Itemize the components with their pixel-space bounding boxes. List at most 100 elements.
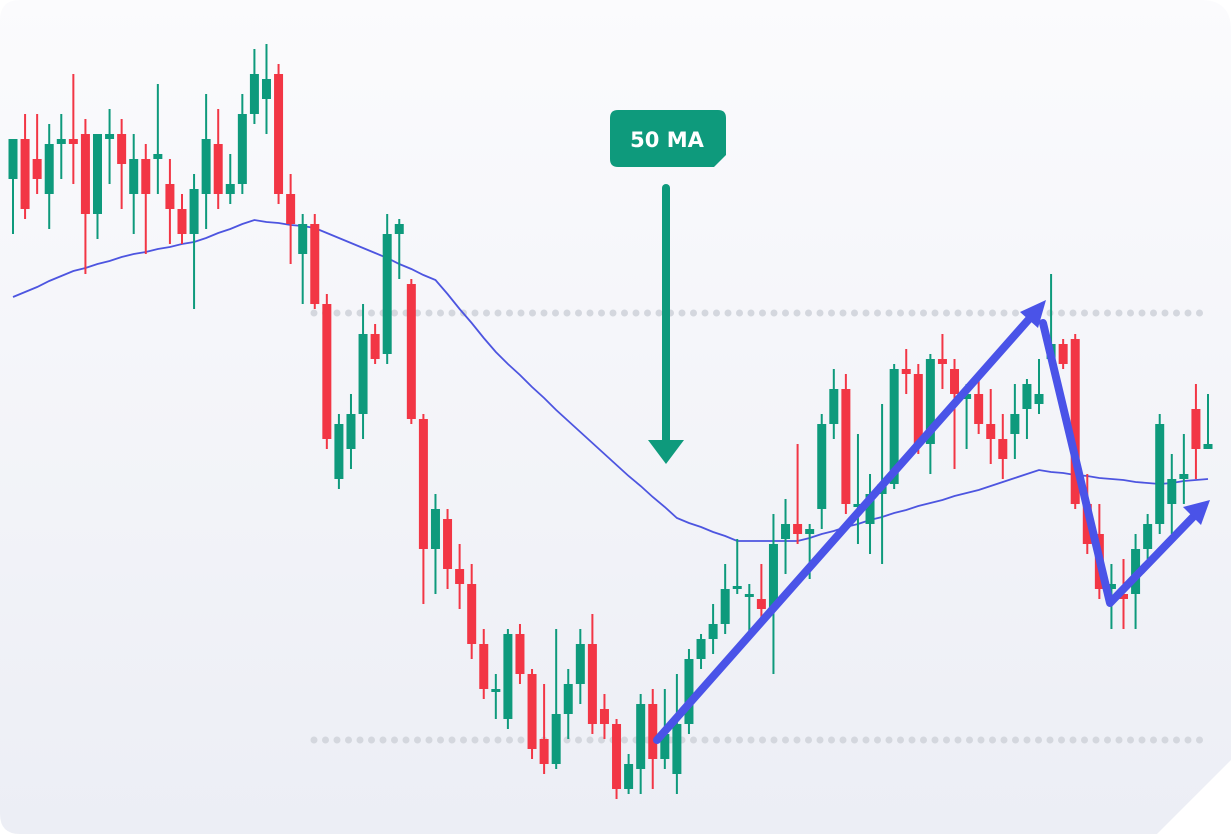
candle-body	[732, 586, 742, 589]
candle-body	[68, 139, 78, 144]
candle-body	[213, 144, 223, 194]
candle-body	[841, 389, 851, 504]
trend-arrow	[1039, 319, 1199, 607]
candle-body	[865, 494, 875, 524]
candle-body	[177, 209, 187, 234]
candle-body	[1010, 414, 1020, 434]
candle-body	[612, 724, 622, 789]
annotation: 50 MA	[610, 110, 726, 464]
candle-body	[165, 184, 175, 209]
candle-body	[1119, 594, 1129, 599]
candle-body	[56, 139, 66, 144]
candle-body	[527, 674, 537, 749]
candle-body	[962, 394, 972, 399]
candle-body	[370, 334, 380, 359]
candle-body	[225, 184, 235, 194]
candle-body	[901, 369, 911, 374]
candle-body	[298, 224, 308, 254]
candle-body	[1191, 409, 1201, 449]
candle-body	[1179, 474, 1189, 479]
candle-body	[479, 644, 489, 689]
candle-body	[430, 509, 440, 549]
candle-body	[1022, 384, 1032, 409]
arrow-head	[1183, 500, 1210, 525]
candle-body	[817, 424, 827, 509]
candle-body	[889, 369, 899, 484]
candle-body	[684, 659, 694, 724]
candle-body	[708, 624, 718, 639]
candle-body	[249, 74, 259, 114]
annotation-label: 50 MA	[630, 128, 704, 152]
candle-body	[515, 634, 525, 674]
candle-body	[189, 189, 199, 234]
candle-body	[20, 139, 30, 209]
candle-body	[105, 134, 115, 139]
candle-body	[756, 599, 766, 609]
candle-body	[1143, 524, 1153, 549]
candle-body	[696, 639, 706, 659]
candle-body	[1106, 584, 1116, 589]
candle-body	[334, 424, 344, 479]
candle-body	[1058, 344, 1068, 364]
candle-body	[986, 424, 996, 439]
candle-body	[467, 584, 477, 644]
candle-body	[998, 439, 1008, 459]
candle-body	[358, 334, 368, 414]
candle-body	[805, 529, 815, 534]
candle-body	[853, 504, 863, 507]
candle-body	[261, 79, 271, 99]
candle-body	[744, 594, 754, 597]
arrow-head	[1020, 300, 1046, 328]
candle-body	[92, 134, 102, 214]
candle-body	[648, 704, 658, 759]
candle-body	[286, 194, 296, 224]
candle-body	[322, 304, 332, 439]
candle-body	[237, 114, 247, 184]
trend-arrow	[653, 314, 1034, 744]
candle-body	[455, 569, 465, 584]
candle-body	[1167, 479, 1177, 504]
candle-body	[153, 154, 163, 159]
candle-body	[793, 524, 803, 534]
candle-body	[382, 234, 392, 354]
annotation-arrow-head	[648, 440, 684, 464]
candle-body	[1203, 444, 1213, 449]
candle-body	[117, 134, 127, 164]
candle-body	[937, 359, 947, 364]
candle-body	[672, 724, 682, 774]
candle-body	[8, 139, 18, 179]
candle-body	[829, 389, 839, 424]
candle-body	[80, 134, 90, 214]
trend-arrows	[653, 300, 1210, 744]
candle-body	[950, 369, 960, 394]
candle-body	[925, 359, 935, 444]
candle-body	[310, 224, 320, 304]
moving-average-line	[12, 219, 1209, 542]
candle-body	[503, 634, 513, 719]
candle-body	[720, 589, 730, 624]
candle-body	[1034, 394, 1044, 404]
candle-body	[551, 714, 561, 764]
annotation-box	[610, 110, 726, 167]
candle-body	[624, 764, 634, 789]
candle-body	[129, 159, 139, 194]
candle-body	[1155, 424, 1165, 524]
candle-body	[1070, 339, 1080, 504]
candle-body	[660, 734, 670, 759]
candle-body	[768, 544, 778, 609]
candle-body	[781, 524, 791, 539]
candle-body	[443, 519, 453, 569]
candle-body	[539, 739, 549, 764]
candle-body	[274, 74, 284, 194]
candle-body	[563, 684, 573, 714]
candle-body	[491, 689, 501, 692]
candle-body	[599, 709, 609, 724]
candle-body	[575, 644, 585, 684]
candle-body	[636, 704, 646, 769]
candle-body	[418, 419, 428, 549]
candle-body	[913, 374, 923, 444]
candle-body	[32, 159, 42, 179]
candle-body	[406, 284, 416, 419]
